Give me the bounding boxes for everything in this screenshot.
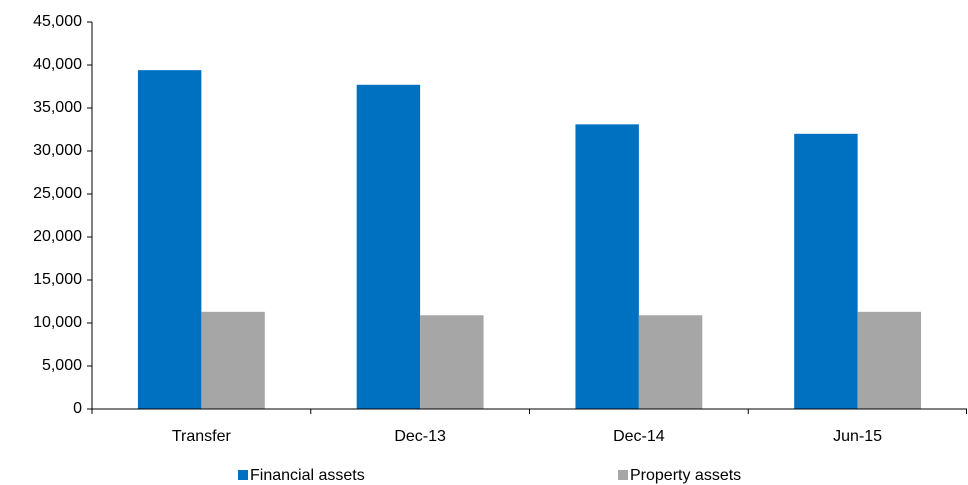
legend-swatch — [238, 470, 248, 480]
y-tick-label: 20,000 — [33, 228, 82, 245]
y-tick-label: 15,000 — [33, 271, 82, 288]
legend-label: Financial assets — [250, 467, 365, 484]
y-tick-label: 10,000 — [33, 314, 82, 331]
y-tick-label: 45,000 — [33, 13, 82, 30]
legend-label: Property assets — [630, 467, 741, 484]
bar — [137, 70, 202, 409]
y-tick-label: 40,000 — [33, 56, 82, 73]
bar — [794, 133, 858, 410]
bar — [575, 124, 639, 409]
x-tick-label: Dec-13 — [394, 428, 446, 445]
y-tick-label: 5,000 — [42, 357, 82, 374]
legend-swatch — [618, 470, 628, 480]
y-tick-label: 25,000 — [33, 185, 82, 202]
bar — [857, 311, 922, 409]
bar — [420, 315, 484, 409]
x-tick-label: Dec-14 — [613, 428, 665, 445]
x-tick-label: Transfer — [172, 428, 232, 445]
bar — [356, 84, 421, 409]
x-tick-label: Jun-15 — [833, 428, 882, 445]
y-tick-label: 30,000 — [33, 142, 82, 159]
bar — [201, 311, 265, 409]
y-tick-label: 0 — [73, 400, 82, 417]
bar — [638, 315, 703, 409]
y-tick-label: 35,000 — [33, 99, 82, 116]
